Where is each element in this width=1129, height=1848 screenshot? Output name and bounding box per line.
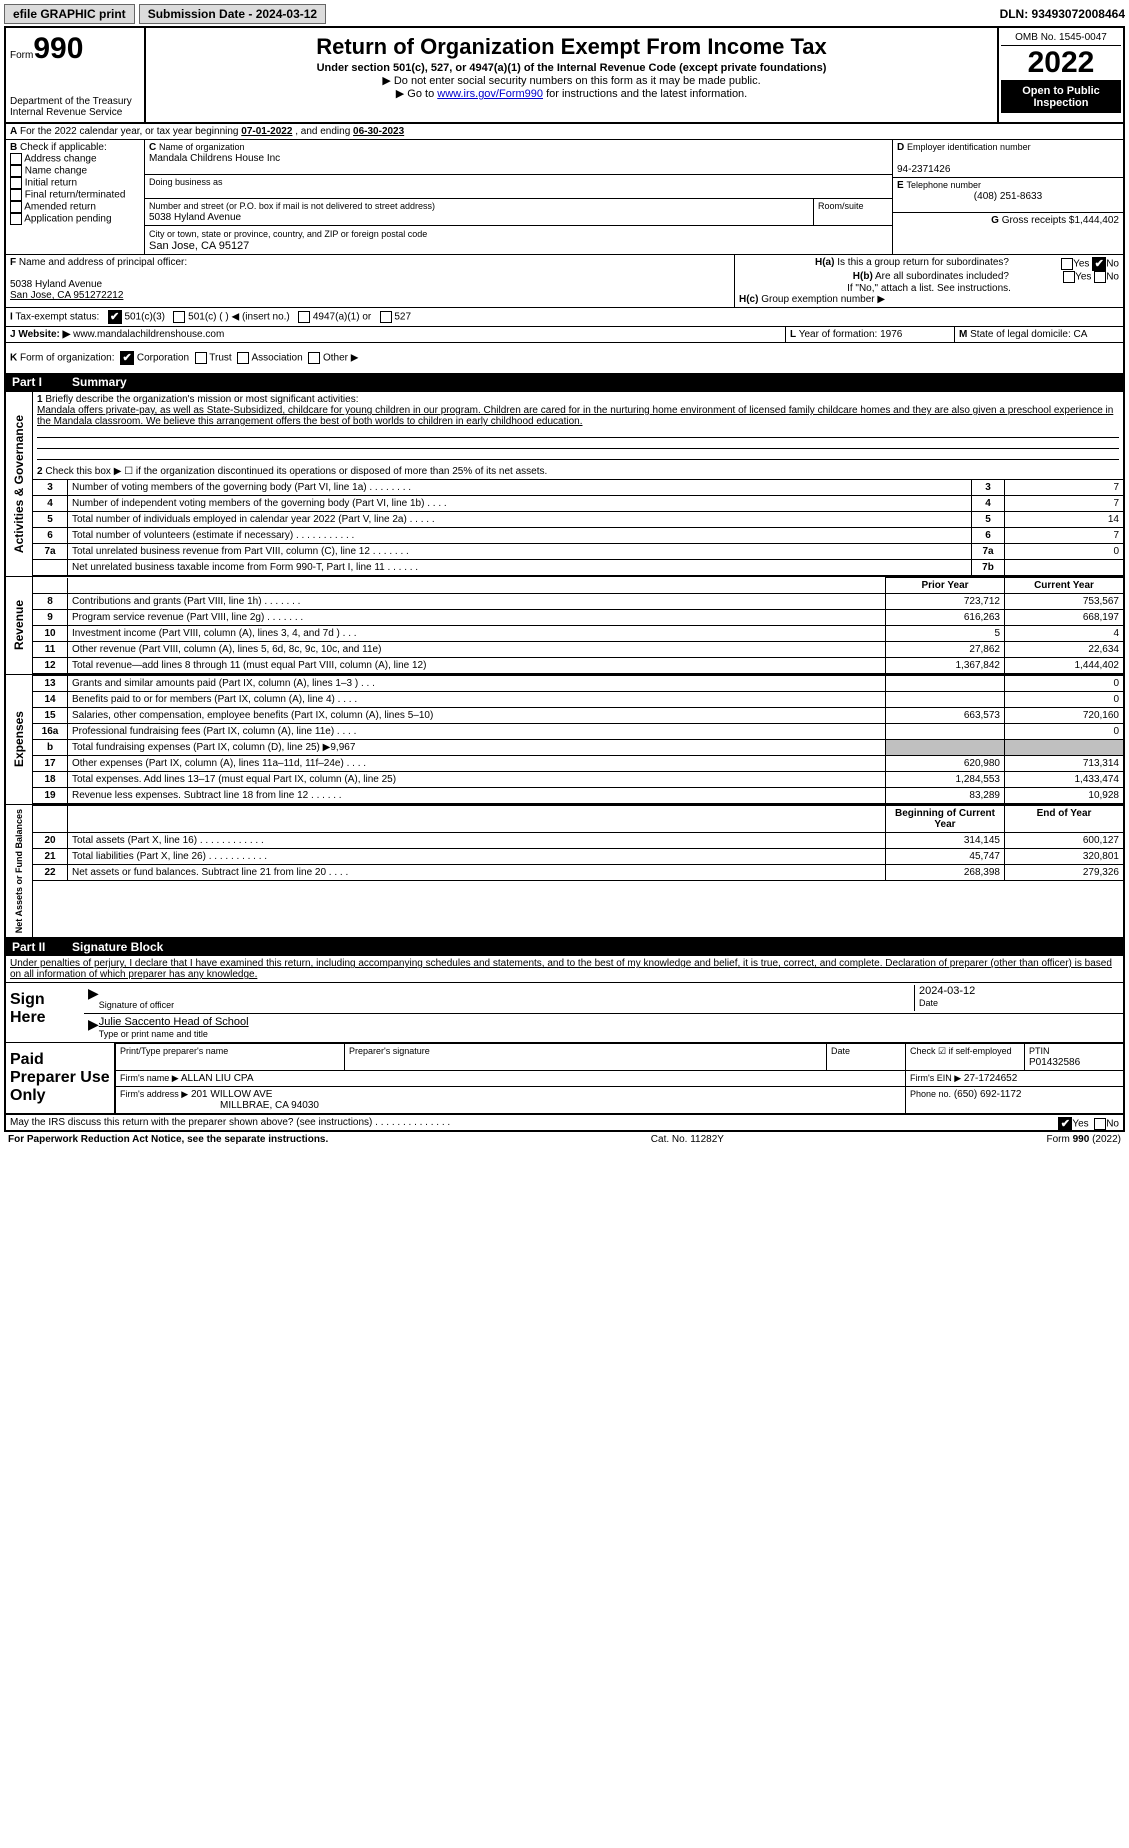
paid-preparer-block: Paid Preparer Use Only Print/Type prepar… [6, 1043, 1123, 1115]
ptin: P01432586 [1029, 1057, 1080, 1068]
checkbox-corporation[interactable]: ✔ [120, 351, 134, 365]
firm-addr1: 201 WILLOW AVE [191, 1089, 273, 1100]
section-netassets: Net Assets or Fund Balances Beginning of… [6, 804, 1123, 938]
org-city: San Jose, CA 95127 [149, 240, 249, 252]
page-footer: For Paperwork Reduction Act Notice, see … [4, 1132, 1125, 1147]
checkbox-hb-yes[interactable] [1063, 271, 1075, 283]
omb-number: OMB No. 1545-0047 [1001, 30, 1121, 46]
form-header: Form990 Department of the Treasury Inter… [6, 28, 1123, 124]
section-governance: Activities & Governance 1 Briefly descri… [6, 391, 1123, 576]
phone: (408) 251-8633 [897, 191, 1119, 202]
checkbox-amended-return[interactable] [10, 201, 22, 213]
governance-table: 3Number of voting members of the governi… [33, 479, 1123, 576]
open-public-badge: Open to Public Inspection [1001, 81, 1121, 113]
org-name: Mandala Childrens House Inc [149, 153, 280, 164]
checkbox-final-return[interactable] [10, 189, 22, 201]
checkbox-trust[interactable] [195, 352, 207, 364]
efile-print-button[interactable]: efile GRAPHIC print [4, 4, 135, 24]
arrow-icon: ▶ [88, 1016, 99, 1040]
block-k: K Form of organization: ✔ Corporation Tr… [6, 343, 1123, 373]
section-d-e-g: D Employer identification number94-23714… [892, 140, 1123, 255]
arrow-icon: ▶ [88, 985, 99, 1011]
checkbox-hb-no[interactable] [1094, 271, 1106, 283]
checkbox-ha-yes[interactable] [1061, 258, 1073, 270]
officer-name: Julie Saccento Head of School [99, 1016, 249, 1028]
checkbox-501c3[interactable]: ✔ [108, 310, 122, 324]
block-j: J Website: ▶ www.mandalachildrenshouse.c… [6, 327, 1123, 343]
netassets-table: Beginning of Current YearEnd of Year20To… [33, 805, 1123, 881]
submission-date-button[interactable]: Submission Date - 2024-03-12 [139, 4, 326, 24]
year-formation: 1976 [880, 329, 902, 340]
note-ssn: ▶ Do not enter social security numbers o… [152, 74, 991, 87]
sign-date: 2024-03-12 [919, 985, 975, 997]
dept-label: Department of the Treasury Internal Reve… [10, 96, 140, 118]
header-right: OMB No. 1545-0047 2022 Open to Public In… [997, 28, 1123, 122]
header-left: Form990 Department of the Treasury Inter… [6, 28, 146, 122]
section-b: B Check if applicable: Address change Na… [6, 140, 145, 255]
firm-ein: 27-1724652 [964, 1073, 1017, 1084]
block-i: I Tax-exempt status: ✔ 501(c)(3) 501(c) … [6, 308, 1123, 327]
checkbox-4947[interactable] [298, 311, 310, 323]
checkbox-address-change[interactable] [10, 153, 22, 165]
officer-addr1: 5038 Hyland Avenue [10, 279, 102, 290]
block-b-to-g: B Check if applicable: Address change Na… [6, 140, 1123, 255]
form-number: 990 [33, 32, 83, 65]
checkbox-ha-no[interactable]: ✔ [1092, 257, 1106, 271]
block-f-h: F Name and address of principal officer:… [6, 255, 1123, 308]
part2-header: Part IISignature Block [6, 938, 1123, 956]
officer-addr2: San Jose, CA 951272212 [10, 290, 123, 301]
gross-receipts: 1,444,402 [1075, 215, 1120, 226]
firm-addr2: MILLBRAE, CA 94030 [120, 1100, 901, 1111]
form-container: Form990 Department of the Treasury Inter… [4, 26, 1125, 1132]
checkbox-name-change[interactable] [10, 165, 22, 177]
line-a: A For the 2022 calendar year, or tax yea… [6, 124, 1123, 140]
checkbox-initial-return[interactable] [10, 177, 22, 189]
form-page-label: Form 990 (2022) [1047, 1134, 1121, 1145]
tax-year: 2022 [1001, 46, 1121, 81]
part1-header: Part ISummary [6, 373, 1123, 391]
header-mid: Return of Organization Exempt From Incom… [146, 28, 997, 122]
form-title: Return of Organization Exempt From Incom… [152, 34, 991, 60]
checkbox-irs-no[interactable] [1094, 1118, 1106, 1130]
sign-here-block: Sign Here ▶ Signature of officer 2024-03… [6, 982, 1123, 1043]
website: www.mandalachildrenshouse.com [73, 329, 224, 340]
form-subtitle: Under section 501(c), 527, or 4947(a)(1)… [152, 62, 991, 74]
note-goto: ▶ Go to www.irs.gov/Form990 for instruct… [152, 87, 991, 100]
org-street: 5038 Hyland Avenue [149, 212, 241, 223]
may-irs-line: May the IRS discuss this return with the… [6, 1115, 1123, 1130]
checkbox-501c[interactable] [173, 311, 185, 323]
checkbox-irs-yes[interactable]: ✔ [1058, 1117, 1072, 1131]
section-revenue: Revenue Prior YearCurrent Year8Contribut… [6, 576, 1123, 674]
firm-name: ALLAN LIU CPA [181, 1073, 254, 1084]
revenue-table: Prior YearCurrent Year8Contributions and… [33, 577, 1123, 674]
form-word: Form [10, 50, 33, 61]
checkbox-application-pending[interactable] [10, 213, 22, 225]
state-domicile: CA [1074, 329, 1088, 340]
section-c: C Name of organizationMandala Childrens … [145, 140, 892, 255]
irs-link[interactable]: www.irs.gov/Form990 [437, 88, 543, 100]
topbar: efile GRAPHIC print Submission Date - 20… [4, 4, 1125, 24]
prep-phone: (650) 692-1172 [954, 1089, 1022, 1100]
ein: 94-2371426 [897, 164, 950, 175]
mission-text: Mandala offers private-pay, as well as S… [37, 405, 1113, 427]
dln-label: DLN: 93493072008464 [1000, 7, 1125, 21]
checkbox-other[interactable] [308, 352, 320, 364]
checkbox-association[interactable] [237, 352, 249, 364]
expenses-table: 13Grants and similar amounts paid (Part … [33, 675, 1123, 804]
checkbox-527[interactable] [380, 311, 392, 323]
declaration-text: Under penalties of perjury, I declare th… [6, 956, 1123, 982]
section-expenses: Expenses 13Grants and similar amounts pa… [6, 674, 1123, 804]
